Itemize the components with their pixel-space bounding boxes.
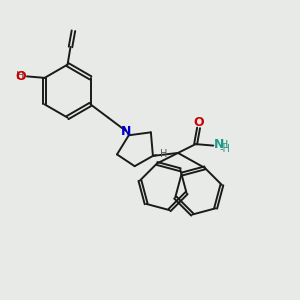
Text: H: H: [160, 149, 168, 159]
Text: -H: -H: [220, 143, 231, 154]
Text: O: O: [15, 70, 26, 83]
Text: N: N: [121, 125, 131, 138]
Text: H: H: [16, 71, 25, 81]
Text: H: H: [220, 140, 228, 150]
Text: N: N: [214, 139, 224, 152]
Text: O: O: [194, 116, 205, 129]
